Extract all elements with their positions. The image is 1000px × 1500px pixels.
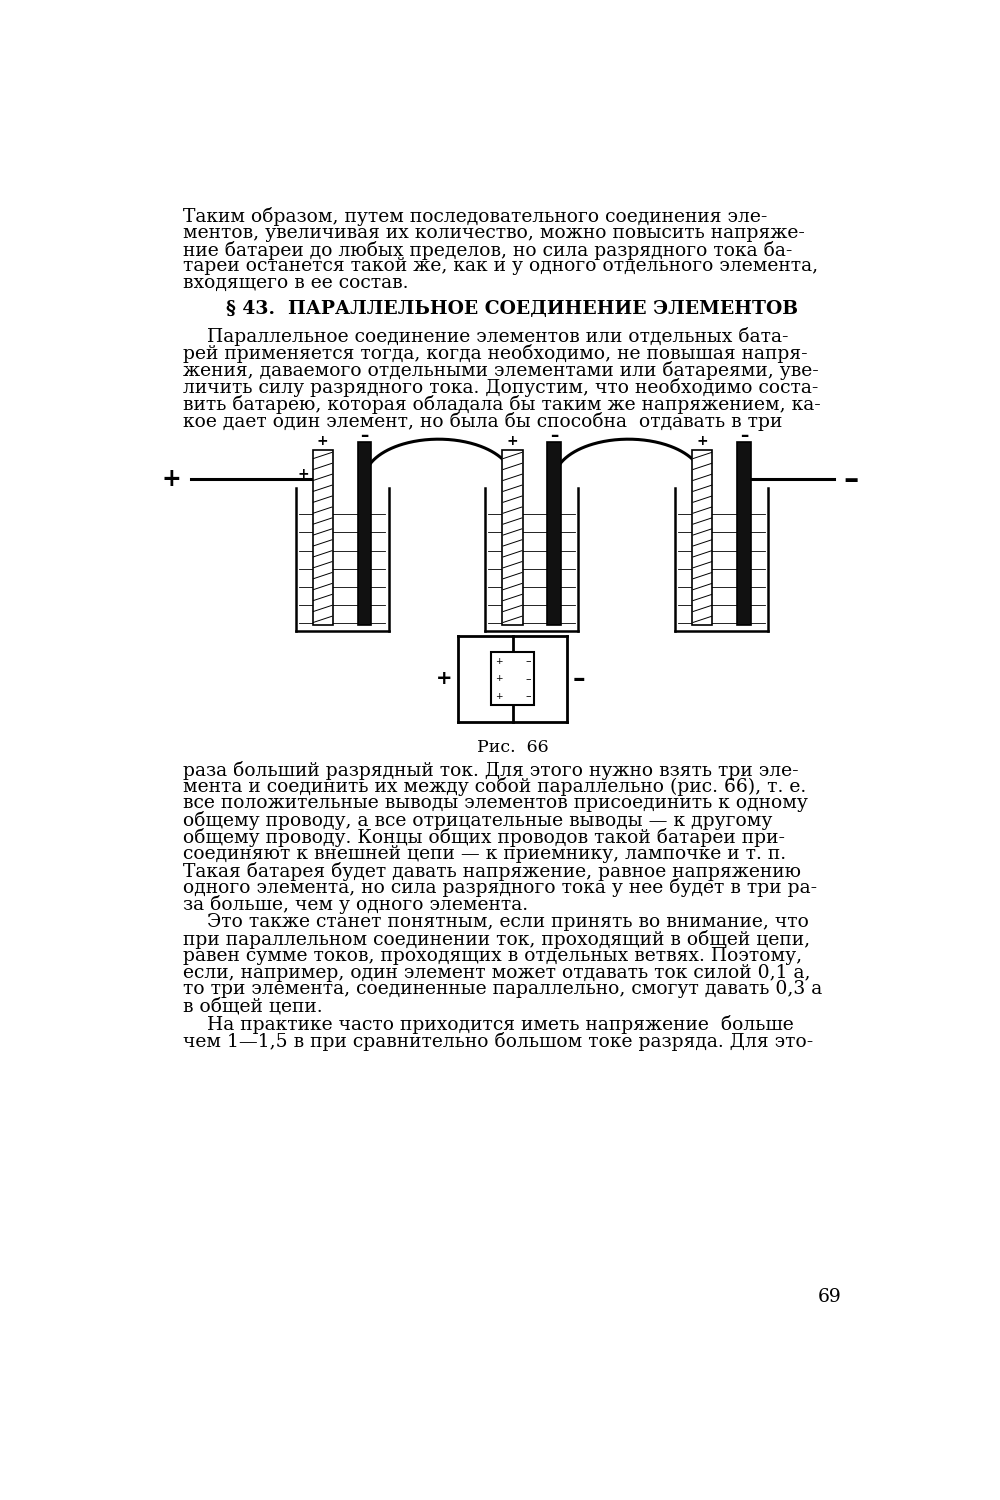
Text: +: + bbox=[297, 466, 309, 482]
Text: +: + bbox=[495, 692, 502, 700]
Bar bbox=[491, 652, 534, 705]
Text: равен сумме токов, проходящих в отдельных ветвях. Поэтому,: равен сумме токов, проходящих в отдельны… bbox=[183, 946, 802, 964]
Text: то три элемента, соединенные параллельно, смогут давать 0,3 а: то три элемента, соединенные параллельно… bbox=[183, 981, 822, 999]
Text: за больше, чем у одного элемента.: за больше, чем у одного элемента. bbox=[183, 896, 528, 915]
Text: Параллельное соединение элементов или отдельных бата-: Параллельное соединение элементов или от… bbox=[183, 327, 789, 346]
Text: рей применяется тогда, когда необходимо, не повышая напря-: рей применяется тогда, когда необходимо,… bbox=[183, 344, 808, 363]
Text: +: + bbox=[495, 674, 502, 682]
Text: одного элемента, но сила разрядного тока у нее будет в три ра-: одного элемента, но сила разрядного тока… bbox=[183, 879, 817, 897]
Text: в общей цепи.: в общей цепи. bbox=[183, 998, 323, 1016]
Text: –: – bbox=[525, 692, 531, 700]
Text: Это также станет понятным, если принять во внимание, что: Это также станет понятным, если принять … bbox=[183, 914, 809, 932]
Text: –: – bbox=[360, 427, 369, 445]
Text: 69: 69 bbox=[818, 1287, 842, 1305]
Text: +: + bbox=[317, 435, 328, 448]
Text: при параллельном соединении ток, проходящий в общей цепи,: при параллельном соединении ток, проходя… bbox=[183, 930, 810, 950]
Text: Такая батарея будет давать напряжение, равное напряжению: Такая батарея будет давать напряжение, р… bbox=[183, 861, 801, 880]
Text: На практике часто приходится иметь напряжение  больше: На практике часто приходится иметь напря… bbox=[183, 1016, 794, 1034]
Text: раза больший разрядный ток. Для этого нужно взять три эле-: раза больший разрядный ток. Для этого ну… bbox=[183, 760, 799, 780]
Text: ментов, увеличивая их количество, можно повысить напряже-: ментов, увеличивая их количество, можно … bbox=[183, 224, 805, 242]
Text: тареи останется такой же, как и у одного отдельного элемента,: тареи останется такой же, как и у одного… bbox=[183, 258, 818, 276]
Text: +: + bbox=[162, 466, 182, 490]
Text: соединяют к внешней цепи — к приемнику, лампочке и т. п.: соединяют к внешней цепи — к приемнику, … bbox=[183, 844, 786, 862]
Text: вить батарею, которая обладала бы таким же напряжением, ка-: вить батарею, которая обладала бы таким … bbox=[183, 394, 821, 414]
Text: +: + bbox=[436, 669, 452, 688]
Text: –: – bbox=[550, 427, 558, 445]
Text: личить силу разрядного тока. Допустим, что необходимо соста-: личить силу разрядного тока. Допустим, ч… bbox=[183, 378, 818, 398]
Text: +: + bbox=[507, 435, 518, 448]
Text: кое дает один элемент, но была бы способна  отдавать в три: кое дает один элемент, но была бы способ… bbox=[183, 411, 782, 430]
Text: мента и соединить их между собой параллельно (рис. 66), т. е.: мента и соединить их между собой паралле… bbox=[183, 777, 806, 796]
Text: § 43.  ПАРАЛЛЕЛЬНОЕ СОЕДИНЕНИЕ ЭЛЕМЕНТОВ: § 43. ПАРАЛЛЕЛЬНОЕ СОЕДИНЕНИЕ ЭЛЕМЕНТОВ bbox=[226, 300, 798, 318]
Text: +: + bbox=[697, 435, 708, 448]
Text: если, например, один элемент может отдавать ток силой 0,1 а,: если, например, один элемент может отдав… bbox=[183, 963, 811, 981]
Text: +: + bbox=[495, 657, 502, 666]
Text: –: – bbox=[573, 666, 586, 690]
Text: чем 1—1,5 в при сравнительно большом токе разряда. Для это-: чем 1—1,5 в при сравнительно большом ток… bbox=[183, 1032, 813, 1050]
Bar bbox=[502, 450, 523, 624]
Bar bbox=[737, 442, 751, 624]
Text: Таким образом, путем последовательного соединения эле-: Таким образом, путем последовательного с… bbox=[183, 207, 768, 226]
Text: –: – bbox=[843, 465, 859, 494]
Text: жения, даваемого отдельными элементами или батареями, уве-: жения, даваемого отдельными элементами и… bbox=[183, 362, 819, 380]
Bar bbox=[313, 450, 333, 624]
Bar bbox=[358, 442, 371, 624]
Text: –: – bbox=[740, 427, 748, 445]
Text: все положительные выводы элементов присоединить к одному: все положительные выводы элементов присо… bbox=[183, 795, 808, 813]
Text: входящего в ее состав.: входящего в ее состав. bbox=[183, 274, 409, 292]
Text: общему проводу, а все отрицательные выводы — к другому: общему проводу, а все отрицательные выво… bbox=[183, 812, 772, 830]
Text: общему проводу. Концы общих проводов такой батареи при-: общему проводу. Концы общих проводов так… bbox=[183, 828, 785, 848]
Text: –: – bbox=[525, 656, 531, 666]
Text: –: – bbox=[525, 674, 531, 684]
Bar bbox=[547, 442, 561, 624]
Bar bbox=[692, 450, 712, 624]
Text: Рис.  66: Рис. 66 bbox=[477, 738, 548, 756]
Text: ние батареи до любых пределов, но сила разрядного тока ба-: ние батареи до любых пределов, но сила р… bbox=[183, 240, 792, 260]
